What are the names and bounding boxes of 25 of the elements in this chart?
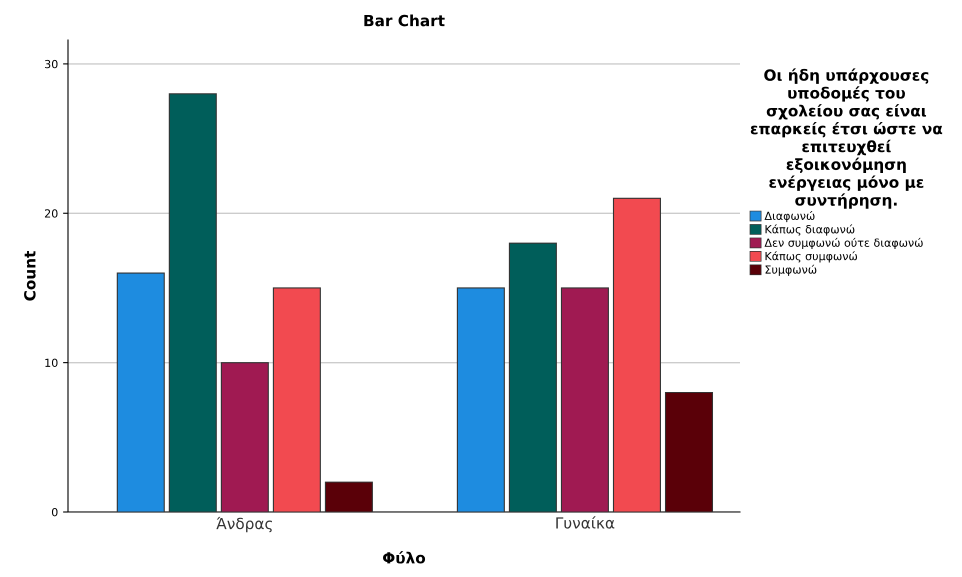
- x-tick-label: Άνδρας: [216, 516, 272, 532]
- bar: [508, 242, 557, 512]
- y-axis-title: Count: [24, 250, 36, 301]
- bar: [560, 287, 609, 512]
- legend-title: Οι ήδη υπάρχουσες υποδομές του σχολείου σας είναι επαρκείς έτσι ώστε να επιτευχθεί εξοικονόμηση ενέργειας μόνο με συντήρηση.: [750, 68, 942, 209]
- bar: [272, 287, 321, 512]
- bar: [220, 362, 269, 512]
- y-tick-label: 30: [44, 60, 58, 68]
- y-tick-label: 20: [44, 209, 58, 218]
- y-tick-label: 0: [52, 508, 58, 516]
- legend-label: Συμφωνώ: [766, 264, 816, 276]
- x-axis-title: Φύλο: [383, 551, 426, 564]
- bar: [612, 198, 661, 512]
- legend-label: Κάπως συμφωνώ: [766, 251, 858, 262]
- bar: [664, 392, 714, 512]
- legend-label: Διαφωνώ: [764, 210, 815, 222]
- bar: [168, 93, 217, 512]
- bar: [324, 482, 373, 512]
- legend-label: Κάπως διαφωνώ: [766, 224, 854, 236]
- y-tick-label: 10: [45, 358, 58, 368]
- legend-label: Δεν συμφωνώ ούτε διαφωνώ: [764, 238, 923, 250]
- x-tick-label: Γυναίκα: [556, 516, 614, 529]
- chart-title: Bar Chart: [364, 14, 445, 26]
- bar: [116, 272, 165, 512]
- bar: [456, 287, 505, 512]
